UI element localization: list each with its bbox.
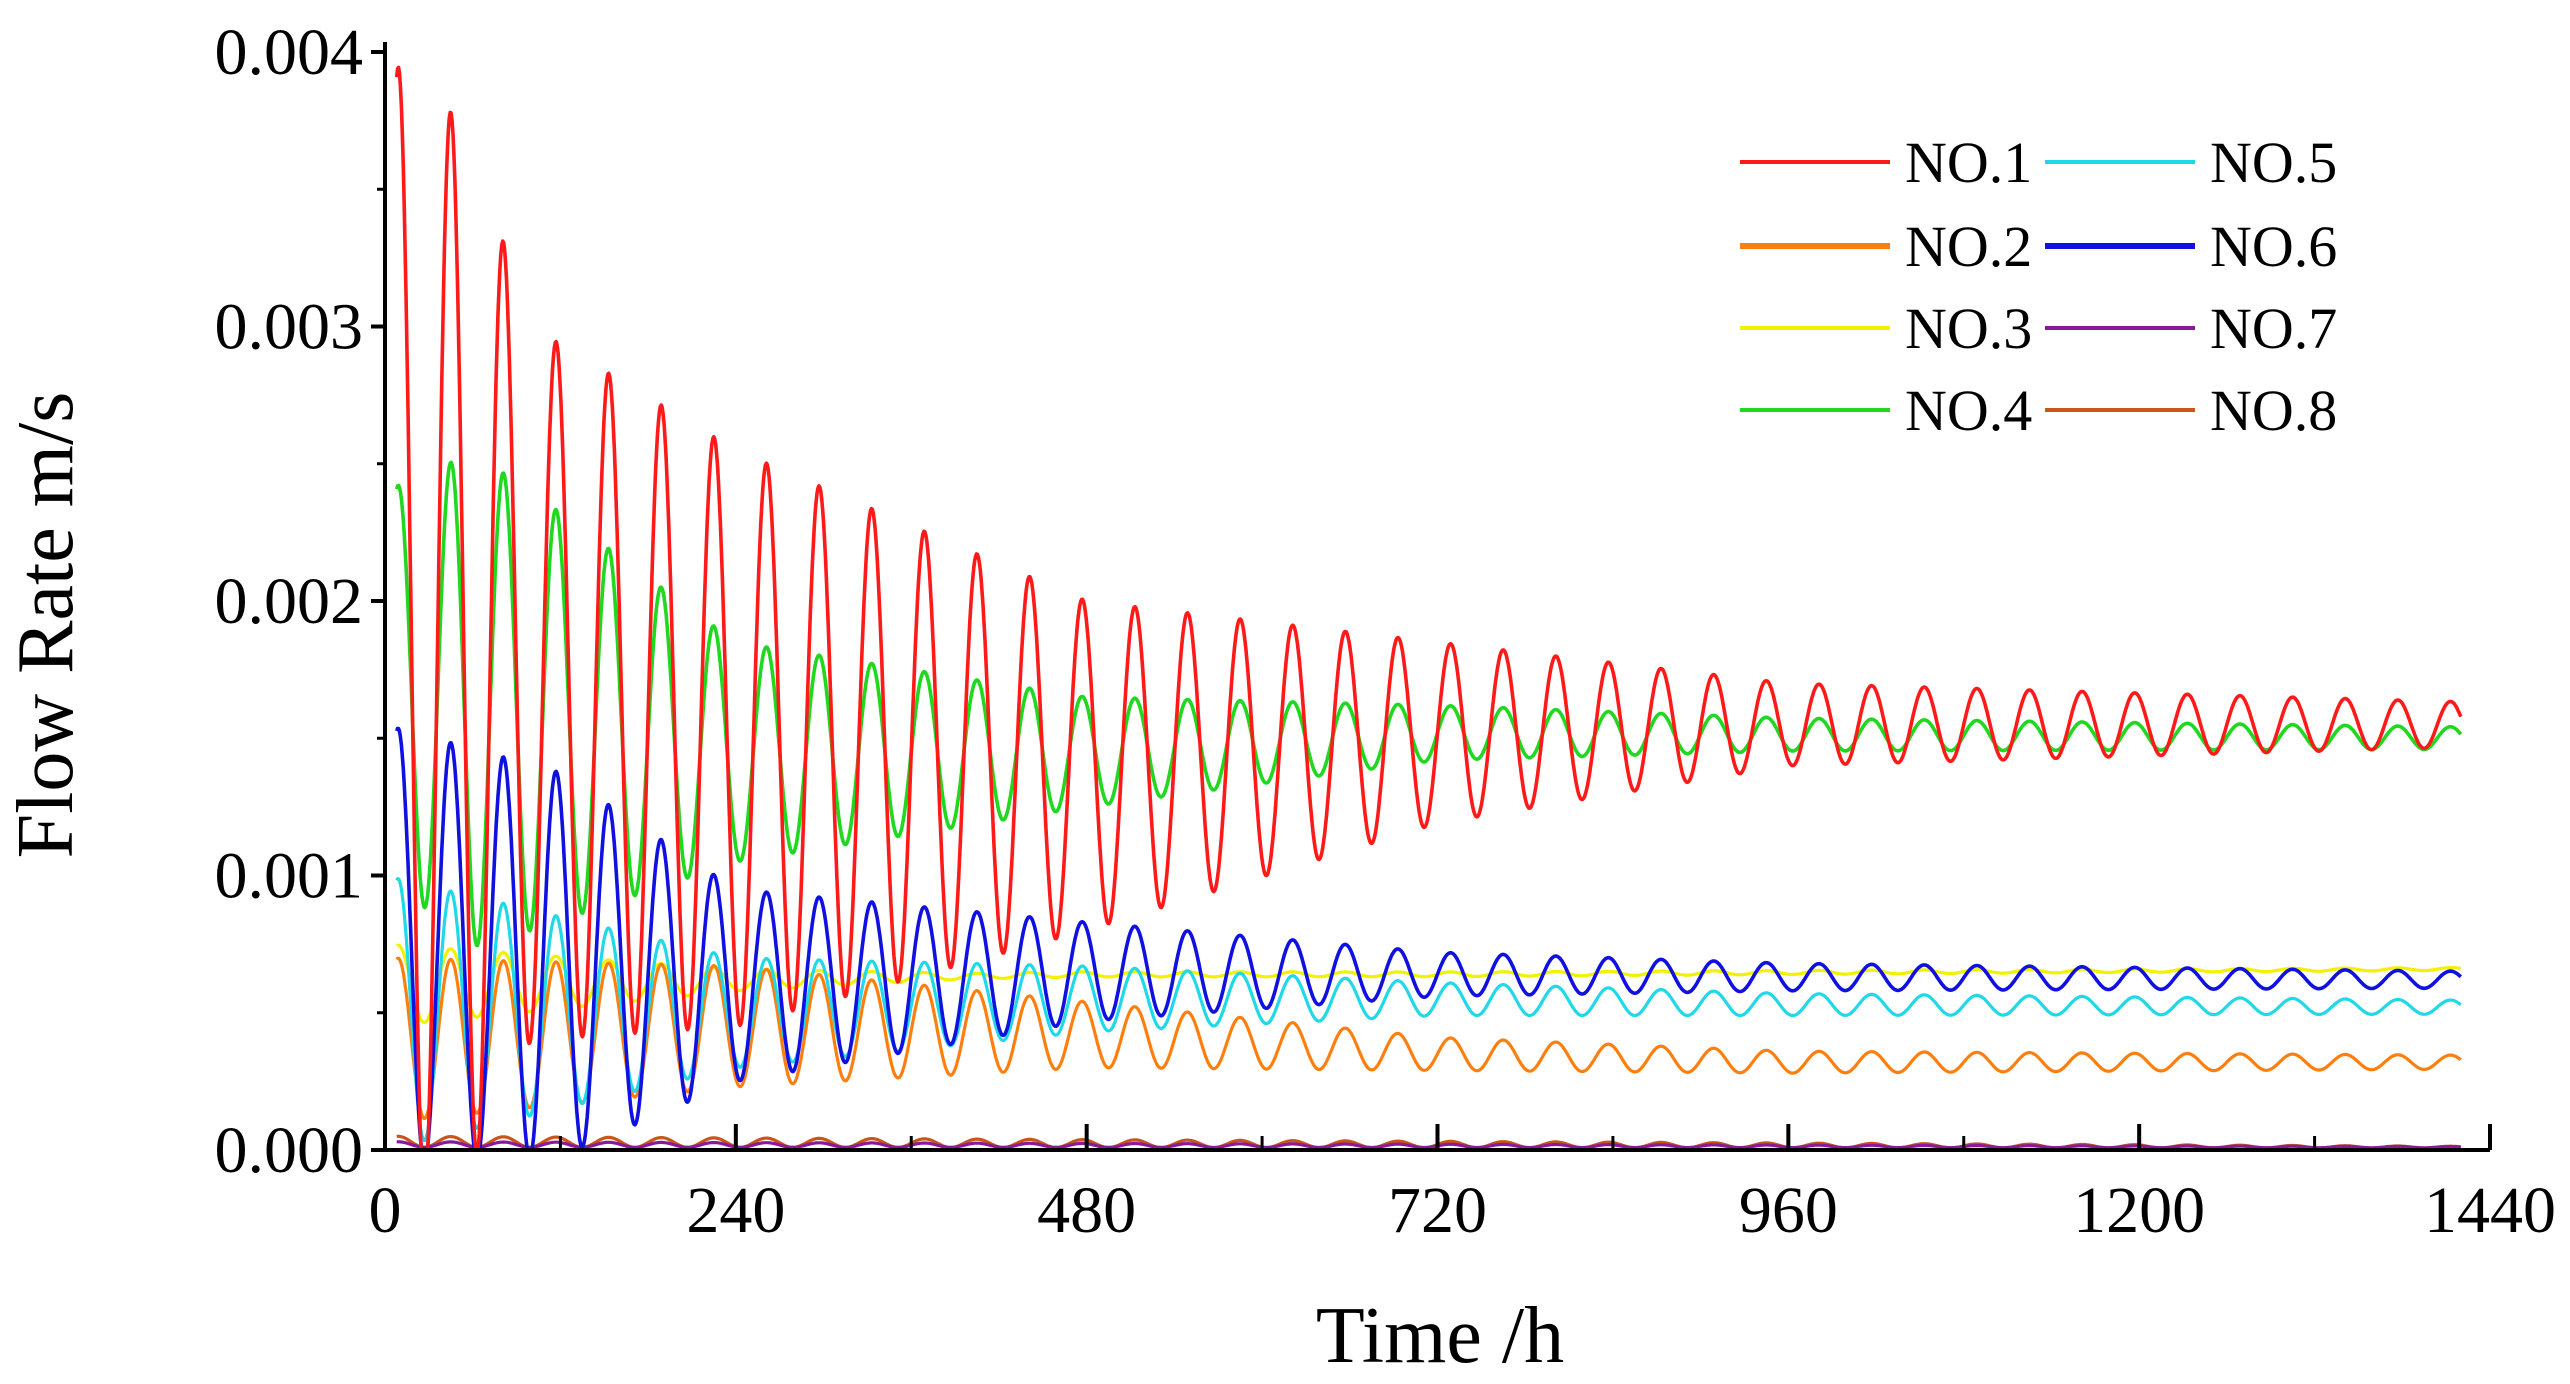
x-tick-label: 960: [1739, 1174, 1838, 1247]
y-axis-title: Flow Rate m/s: [2, 392, 90, 859]
legend-label: NO.3: [1905, 296, 2032, 361]
ticks-layer: 0 240 480 720 960 1200 1440 0.000 0.001 0.002 0.00…: [215, 16, 2557, 1247]
legend: NO.1 NO.2 NO.3 NO.4 NO.5 NO.6 NO.7 NO.8: [1740, 130, 2337, 443]
legend-label: NO.1: [1905, 130, 2032, 195]
y-tick-label: 0.001: [215, 840, 364, 913]
x-tick-label: 480: [1037, 1174, 1136, 1247]
series-line-no6: [394, 726, 2463, 1152]
legend-label: NO.8: [2210, 378, 2337, 443]
legend-label: NO.6: [2210, 214, 2337, 279]
y-tick-label: 0.002: [215, 565, 364, 638]
legend-label: NO.7: [2210, 296, 2337, 361]
x-tick-label: 1440: [2424, 1174, 2556, 1247]
x-tick-label: 720: [1388, 1174, 1487, 1247]
x-tick-label: 0: [369, 1174, 402, 1247]
series-line-no5: [395, 877, 2462, 1143]
legend-label: NO.5: [2210, 130, 2337, 195]
y-tick-label: 0.003: [215, 291, 364, 364]
x-axis-title: Time /h: [1316, 1292, 1564, 1380]
legend-label: NO.4: [1905, 378, 2032, 443]
series-layer: [394, 65, 2463, 1152]
x-tick-label: 1200: [2073, 1174, 2205, 1247]
series-line-no1: [394, 65, 2463, 1152]
series-line-no3: [395, 943, 2462, 1024]
x-tick-label: 240: [686, 1174, 785, 1247]
legend-label: NO.2: [1905, 214, 2032, 279]
series-line-no2: [395, 956, 2462, 1120]
series-line-no7: [396, 1140, 2462, 1150]
y-tick-label: 0.004: [215, 16, 364, 89]
y-tick-label: 0.000: [215, 1114, 364, 1187]
